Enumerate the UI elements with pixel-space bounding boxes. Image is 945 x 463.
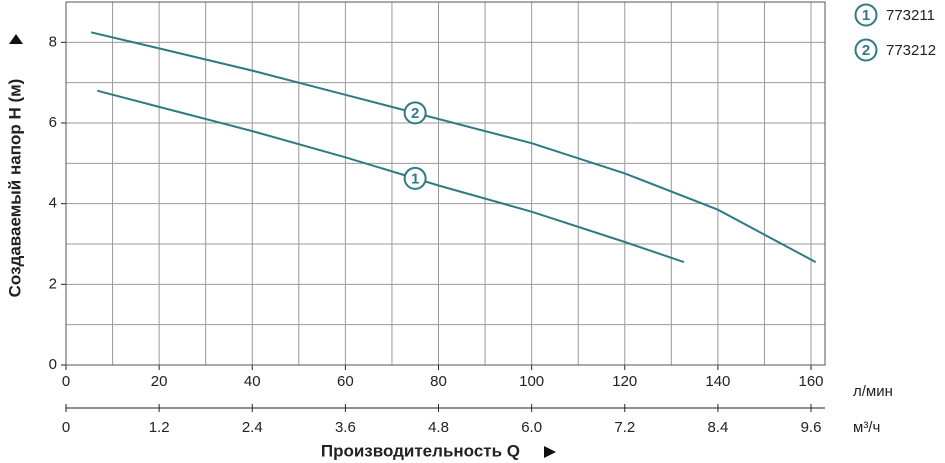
series-badge: 1 [411, 170, 419, 187]
x2-tick-label: 9.6 [801, 419, 822, 436]
y-arrow [9, 34, 23, 44]
x2-tick-label: 6.0 [521, 419, 542, 436]
x2-tick-label: 3.6 [335, 419, 356, 436]
legend-badge-circle [854, 3, 878, 27]
x-axis-title: Производительность Q [321, 441, 520, 460]
x-arrow [544, 446, 556, 458]
y-tick-label: 8 [49, 33, 57, 50]
x-tick-label: 60 [337, 373, 354, 390]
x2-tick-label: 0 [62, 419, 70, 436]
x2-tick-label: 8.4 [707, 419, 728, 436]
x-tick-label: 120 [612, 373, 637, 390]
legend-badge: 1 [862, 7, 870, 24]
series-badge: 2 [411, 105, 419, 122]
legend-badge-circle [854, 38, 878, 62]
y-tick-label: 2 [49, 275, 57, 292]
x-unit: л/мин [853, 383, 893, 400]
x-tick-label: 100 [519, 373, 544, 390]
y-tick-label: 0 [49, 356, 57, 373]
x-tick-label: 0 [62, 373, 70, 390]
series-line [90, 31, 817, 263]
x-tick-label: 160 [799, 373, 824, 390]
series-badge-circle [403, 166, 427, 190]
y-tick-label: 6 [49, 114, 57, 131]
x-tick-label: 20 [151, 373, 168, 390]
x-tick-label: 40 [244, 373, 261, 390]
legend-badge: 2 [862, 42, 870, 59]
series-badge-circle [403, 101, 427, 125]
x2-tick-label: 1.2 [149, 419, 170, 436]
plot-frame [65, 1, 826, 366]
legend-label: 773211 [886, 7, 935, 24]
x2-unit: м³/ч [853, 419, 880, 436]
series-line [96, 89, 685, 264]
x2-tick-label: 7.2 [614, 419, 635, 436]
y-tick-label: 4 [49, 195, 57, 212]
x2-tick-label: 2.4 [242, 419, 263, 436]
x-tick-label: 80 [430, 373, 447, 390]
y-axis-title: Создаваемый напор H (м) [5, 79, 24, 298]
x2-tick-label: 4.8 [428, 419, 449, 436]
legend-label: 773212 [886, 42, 936, 59]
x-tick-label: 140 [705, 373, 730, 390]
